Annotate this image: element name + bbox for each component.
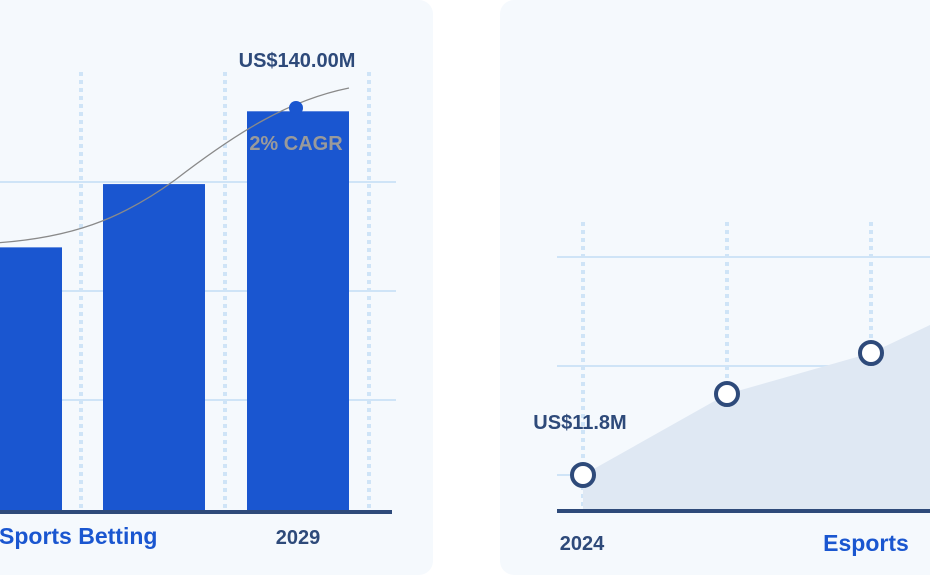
x-tick-label-2024: 2024	[560, 533, 605, 555]
esports-title: Esports	[823, 530, 909, 556]
bar-1	[103, 184, 205, 511]
esports-points	[570, 340, 884, 488]
esports-point-2	[858, 340, 884, 366]
cagr-label: 2% CAGR	[249, 133, 343, 155]
sports-betting-panel	[0, 0, 433, 575]
bar-2	[247, 111, 349, 511]
esports-area	[583, 325, 930, 510]
sports-betting-title: Sports Betting	[0, 523, 157, 549]
esports-point-0	[570, 462, 596, 488]
esports-value-label: US$11.8M	[533, 412, 626, 434]
sports-betting-value-label: US$140.00M	[239, 50, 356, 72]
trend-end-point	[289, 101, 303, 115]
bar-0	[0, 247, 62, 510]
left-bars	[0, 111, 349, 511]
esports-point-1	[714, 381, 740, 407]
x-tick-label-2029: 2029	[276, 527, 321, 549]
